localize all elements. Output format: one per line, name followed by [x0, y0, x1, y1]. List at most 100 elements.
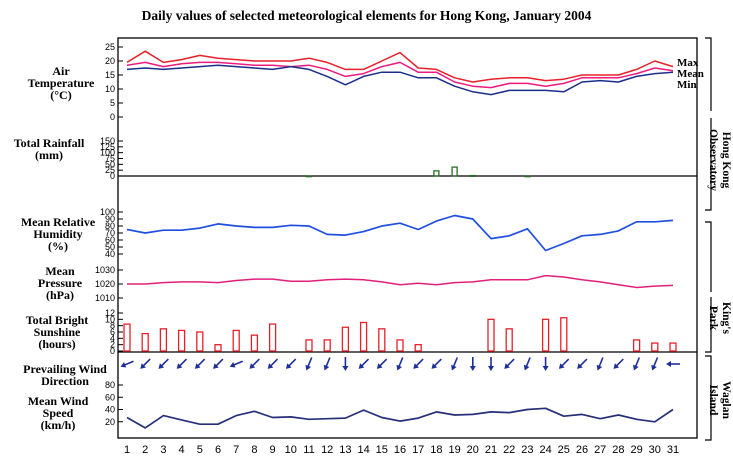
wind-arrow-head [431, 363, 438, 369]
rain-bar [305, 175, 313, 178]
wind-direction-arrow [267, 358, 279, 369]
rain-axis-tick-label: 25 [105, 165, 115, 175]
pres-axis-tick-label: 1020 [95, 279, 115, 289]
sunshine-bar [196, 331, 204, 352]
wind-arrow-head [469, 366, 476, 371]
sunshine-bar [378, 328, 386, 352]
sunshine-bar [177, 329, 186, 352]
sunshine-bar [505, 328, 513, 352]
rh-axis-tick-label: 60 [105, 235, 115, 245]
station-bracket [705, 221, 712, 353]
temp-axis-tick-label: 5 [110, 98, 115, 108]
pres-axis-tick-label: 1030 [95, 265, 115, 275]
rh-axis-tick-label: 90 [105, 214, 115, 224]
wspd-panel-label: Speed [43, 406, 74, 420]
sunshine-bar [414, 344, 422, 352]
day-label: 22 [503, 444, 515, 456]
sunshine-bar [560, 317, 568, 352]
station-bracket [705, 355, 712, 441]
wind-arrow-head [488, 366, 494, 371]
temp-axis-tick-label: 10 [105, 84, 115, 94]
day-label: 16 [394, 444, 406, 456]
day-label: 30 [649, 444, 661, 456]
chart-title: Daily values of selected meteorological … [141, 8, 592, 23]
wind-arrow-head [140, 363, 146, 369]
wspd-axis-tick-label: 40 [105, 405, 115, 415]
temp-axis-tick-label: 20 [105, 56, 115, 66]
sunshine-bar [232, 329, 240, 352]
legend-max: Max [677, 57, 699, 69]
rh-axis-tick-label: 70 [105, 228, 115, 238]
wind-arrow-head [633, 364, 639, 371]
wdir-panel-label: Direction [41, 374, 89, 388]
rain-bar [433, 170, 440, 177]
sun-axis-tick-label: 0 [110, 346, 115, 356]
day-label: 9 [270, 444, 276, 456]
wspd-axis-tick-label: 60 [105, 392, 115, 402]
rain-axis-tick-label: 150 [100, 136, 115, 146]
wind-direction-arrow [451, 357, 459, 371]
wind-arrow-head [213, 363, 219, 369]
station-label: WaglanIsland [707, 381, 732, 419]
sunshine-bar [159, 328, 168, 352]
sunshine-bar [651, 342, 659, 352]
wind-arrow-head [249, 363, 256, 369]
sunshine-bar [214, 344, 222, 352]
rh-axis-tick-label: 100 [100, 207, 115, 217]
wind-arrow-head [596, 364, 603, 371]
wind-direction-arrow [596, 357, 604, 371]
wind-arrow-head [342, 366, 349, 371]
day-label: 14 [357, 444, 369, 456]
sun-panel-label: Sunshine [34, 325, 81, 339]
sun-axis-tick-label: 12 [105, 308, 115, 318]
rh-axis-tick-label: 50 [105, 242, 115, 252]
wind-arrow-head [504, 363, 510, 369]
wind-speed-line [126, 407, 674, 429]
temp-axis-tick-label: 0 [110, 112, 115, 122]
sunshine-bar [632, 339, 641, 352]
rain-panel-label: Total Rainfall [14, 136, 85, 150]
wind-direction-arrow [305, 357, 313, 371]
day-label: 5 [197, 444, 203, 456]
wind-direction-arrow [176, 358, 188, 369]
wind-arrow-head [285, 363, 292, 369]
rh-line [126, 214, 674, 252]
temp-panel-label: Temperature [28, 76, 95, 90]
day-label: 25 [558, 444, 570, 456]
temp-max-line [126, 50, 674, 83]
temp-panel-label: Air [52, 64, 70, 78]
sun-axis-tick-label: 8 [110, 321, 115, 331]
wind-direction-arrow [249, 358, 260, 369]
legend-mean: Mean [677, 68, 704, 80]
sun-panel-label: Total Bright [26, 313, 89, 327]
wind-direction-arrow [213, 358, 224, 369]
day-label: 23 [521, 444, 533, 456]
wind-direction-arrow [376, 358, 388, 369]
wind-arrow-head [194, 363, 201, 369]
wind-arrow-head [323, 364, 330, 371]
wind-direction-arrow [229, 360, 244, 368]
rain-bar [524, 175, 531, 178]
wind-arrow-head [305, 364, 311, 371]
sunshine-bar [268, 323, 277, 352]
temp-min-line [126, 64, 674, 96]
wind-direction-arrow [413, 358, 424, 369]
day-label: 21 [485, 444, 497, 456]
rh-axis-tick-label: 80 [105, 221, 115, 231]
wspd-axis-tick-label: 80 [105, 380, 115, 390]
sunshine-bar [396, 339, 404, 352]
wind-direction-arrow [504, 358, 515, 369]
sunshine-bar [141, 332, 149, 352]
rain-axis-tick-label: 50 [105, 159, 115, 169]
wdir-panel-label: Prevailing Wind [23, 362, 107, 376]
wspd-panel-label: (km/h) [41, 418, 76, 432]
wind-direction-arrow [158, 358, 169, 369]
wind-direction-arrow [542, 357, 549, 371]
rain-axis-tick-label: 75 [105, 154, 115, 164]
wind-arrow-head [651, 364, 657, 371]
sun-axis-tick-label: 10 [105, 314, 115, 324]
pres-axis-tick-label: 1010 [95, 293, 115, 303]
day-label: 13 [339, 444, 351, 456]
sunshine-bar [487, 318, 495, 352]
